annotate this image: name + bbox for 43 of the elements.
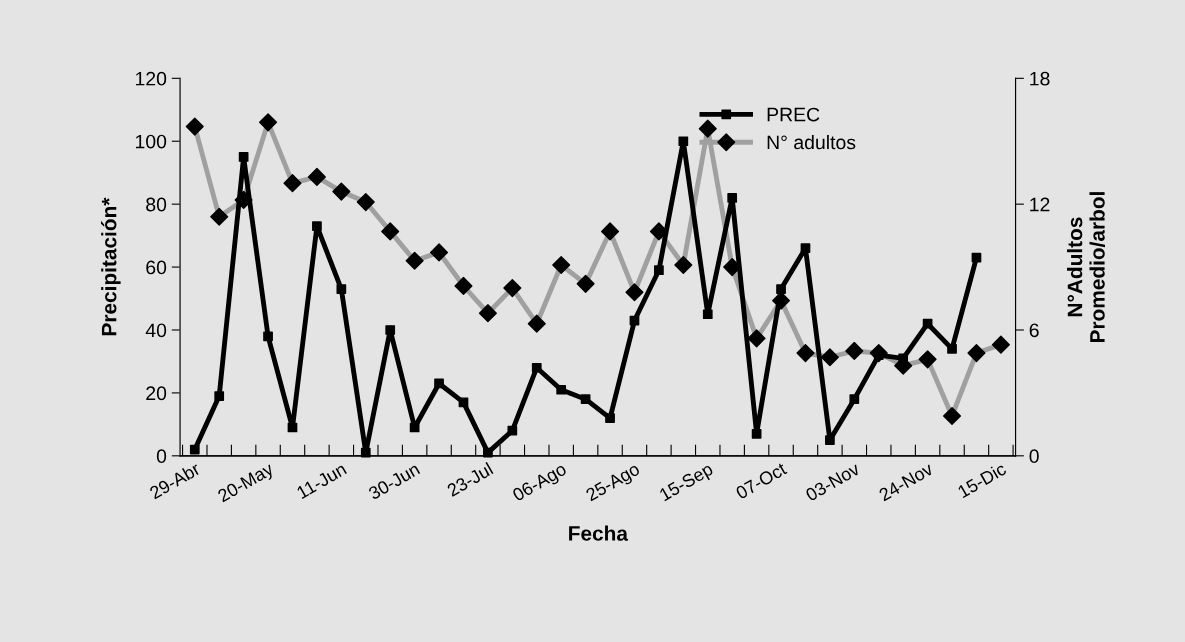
point — [556, 384, 567, 395]
y-tick-label: 40 — [145, 323, 167, 338]
y2-tick-label: 18 — [1030, 71, 1050, 86]
point — [605, 413, 615, 423]
point — [678, 136, 689, 147]
point — [947, 344, 957, 354]
point — [483, 447, 493, 458]
y-axis-title: Precipitación* — [100, 197, 121, 336]
point — [922, 318, 933, 329]
point — [800, 243, 811, 254]
point — [849, 394, 860, 405]
point — [214, 391, 225, 401]
legend-label: PREC — [767, 107, 820, 122]
y2-tick-label: 12 — [1030, 197, 1050, 212]
y-tick-label: 20 — [146, 386, 167, 401]
point — [751, 428, 762, 439]
point — [385, 325, 396, 335]
y-tick-label: 60 — [146, 260, 167, 275]
y2-tick-label: 6 — [1029, 323, 1039, 338]
point — [312, 221, 322, 232]
y-tick-label: 80 — [146, 197, 167, 212]
y-tick-label: 120 — [135, 71, 167, 86]
point — [825, 435, 835, 445]
point — [702, 309, 713, 320]
point — [189, 444, 200, 455]
point — [776, 284, 786, 294]
point — [336, 284, 347, 294]
point — [727, 193, 738, 203]
x-axis-title: Fecha — [569, 525, 629, 541]
point — [360, 447, 371, 458]
point — [458, 397, 469, 408]
y-tick-label: 100 — [135, 134, 167, 149]
point — [531, 362, 542, 373]
point — [507, 425, 518, 436]
y2-axis-title: N°Adultos Promedio/arbol — [1067, 192, 1105, 343]
y-tick-label: 0 — [156, 449, 167, 464]
point — [580, 394, 591, 405]
point — [434, 378, 444, 389]
point — [654, 265, 664, 276]
point — [263, 331, 273, 342]
y2-tick-label: 0 — [1029, 449, 1039, 464]
legend-label: N° adultos — [767, 135, 856, 150]
point — [238, 152, 249, 162]
